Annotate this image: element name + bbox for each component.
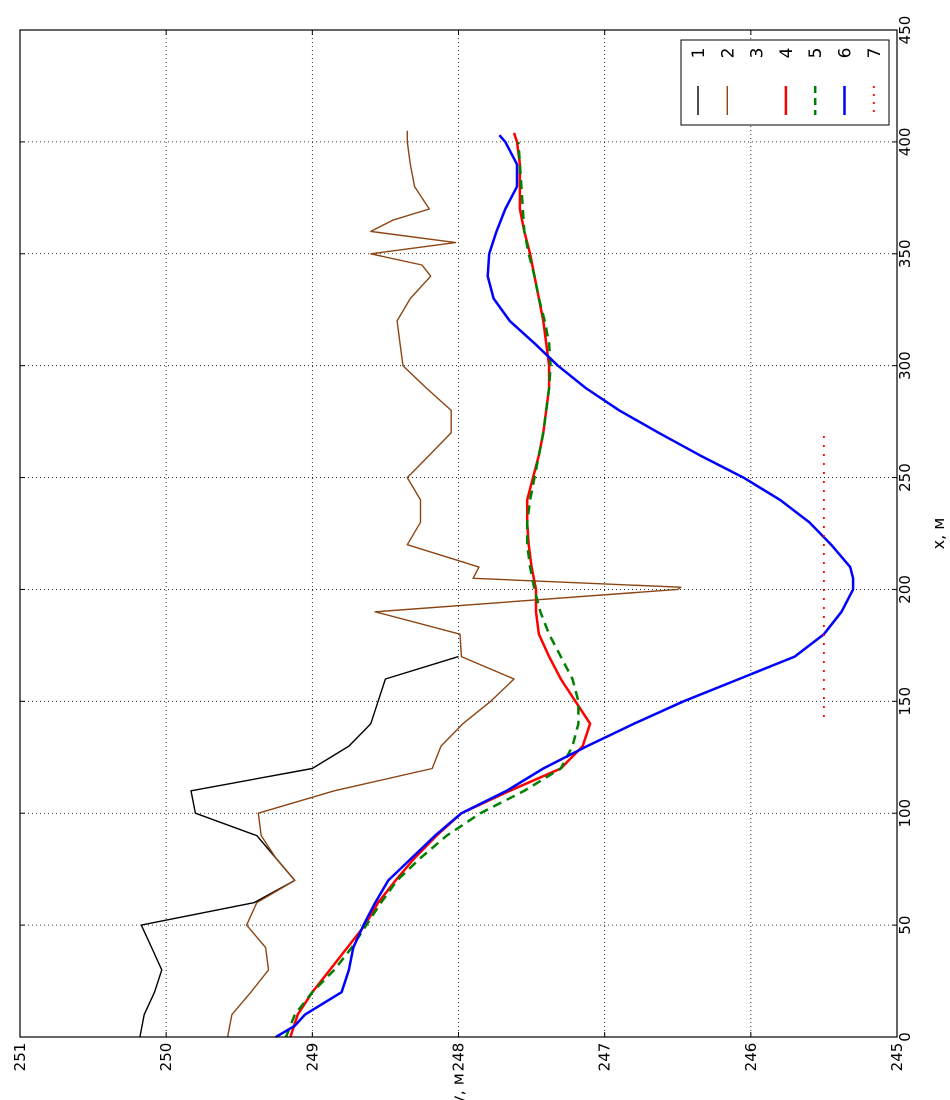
y-tick-label: 251 xyxy=(11,1043,29,1072)
grid xyxy=(20,30,897,1037)
x-tick-label: 400 xyxy=(896,128,914,157)
y-tick-label: 247 xyxy=(596,1043,614,1072)
legend-label-3: 3 xyxy=(748,48,768,59)
plot-frame xyxy=(19,29,898,1038)
x-tick-label: 100 xyxy=(896,799,914,828)
legend-label-4: 4 xyxy=(777,48,797,59)
y-tick-label: 245 xyxy=(888,1043,906,1072)
series-line-1 xyxy=(139,655,459,1038)
x-tick-label: 300 xyxy=(896,351,914,380)
y-tick-label: 248 xyxy=(450,1043,468,1072)
y-tick-label: 249 xyxy=(303,1043,321,1072)
x-tick-label: 250 xyxy=(896,463,914,492)
series-layer xyxy=(139,130,855,1039)
y-tick-label: 246 xyxy=(742,1043,760,1072)
x-axis-label: x, м xyxy=(929,518,948,550)
series-line-6 xyxy=(275,134,855,1039)
x-tick-label: 50 xyxy=(896,916,914,935)
x-tick-label: 450 xyxy=(896,16,914,45)
x-tick-label: 150 xyxy=(896,687,914,716)
series-line-2 xyxy=(226,130,682,1038)
x-tick-label: 0 xyxy=(896,1032,914,1042)
x-tick-label: 350 xyxy=(896,239,914,268)
series-line-5 xyxy=(284,141,580,1038)
legend-label-6: 6 xyxy=(836,48,856,59)
legend-label-2: 2 xyxy=(718,48,738,59)
legend-label-1: 1 xyxy=(689,48,709,59)
legend-label-5: 5 xyxy=(806,48,826,59)
legend-label-7: 7 xyxy=(865,48,885,59)
y-tick-label: 250 xyxy=(157,1043,175,1072)
series-line-4 xyxy=(289,132,592,1038)
y-axis-label: y, м xyxy=(449,1073,468,1100)
x-tick-label: 200 xyxy=(896,575,914,604)
